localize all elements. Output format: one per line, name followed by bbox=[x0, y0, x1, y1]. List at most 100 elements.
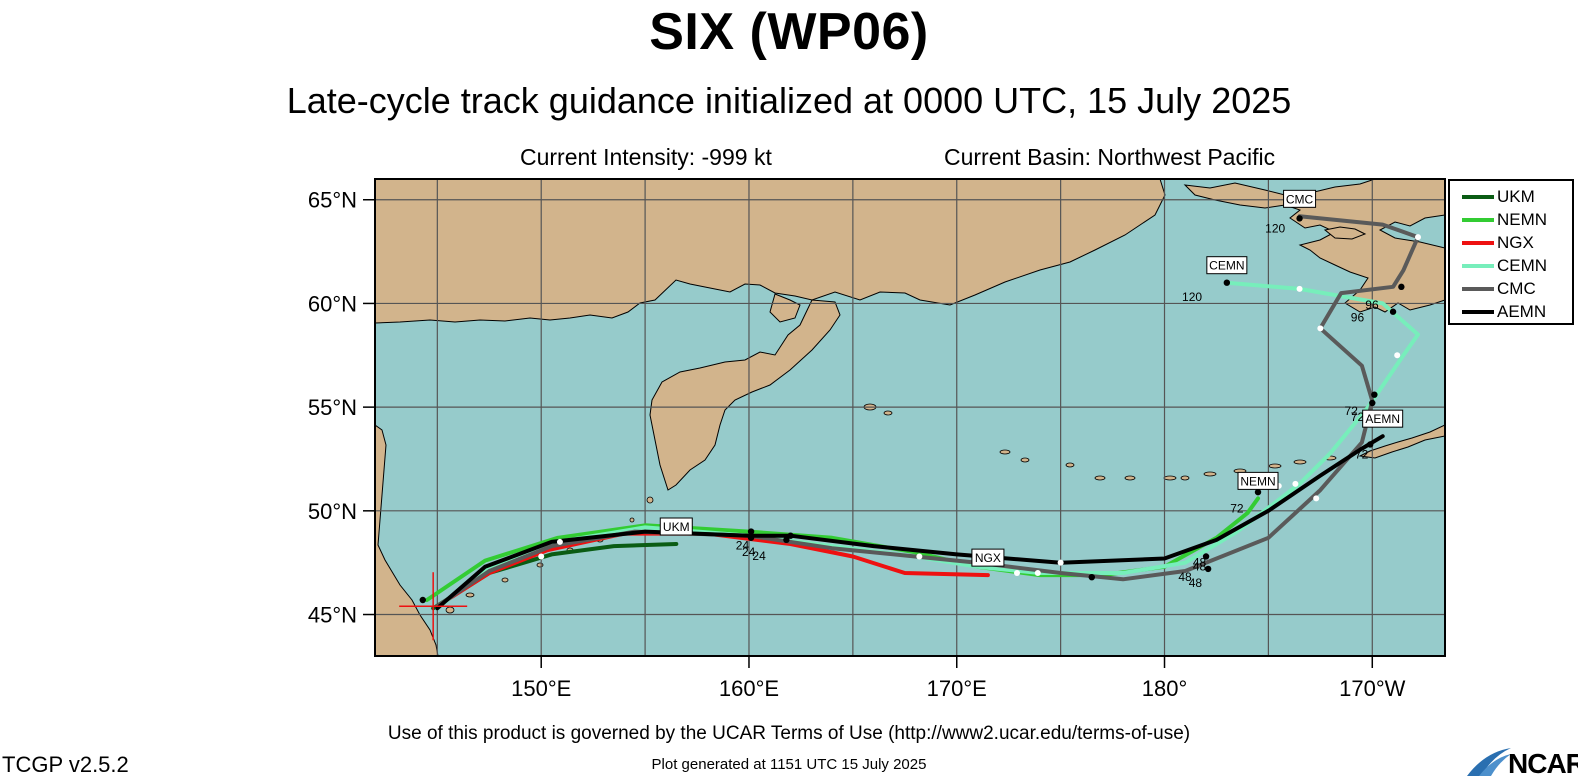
tau-point bbox=[1296, 215, 1303, 222]
intermediate-point bbox=[1014, 570, 1020, 577]
lat-tick-label: 55°N bbox=[308, 395, 357, 420]
end-label-ukm: UKM bbox=[659, 517, 693, 536]
tau-point bbox=[1398, 283, 1405, 291]
land-alaska bbox=[1183, 179, 1445, 313]
end-label-text: NEMN bbox=[1240, 474, 1275, 488]
end-label-text: AEMN bbox=[1365, 412, 1400, 426]
intermediate-point bbox=[916, 553, 923, 560]
legend-label-ukm: UKM bbox=[1497, 186, 1535, 206]
tau-point bbox=[1369, 399, 1376, 407]
legend-label-ngx: NGX bbox=[1497, 232, 1534, 252]
end-label-text: NGX bbox=[975, 551, 1001, 565]
tau-point bbox=[1204, 565, 1212, 573]
intermediate-point bbox=[1317, 325, 1324, 332]
tau-label: 48 bbox=[1178, 570, 1192, 584]
end-label-box bbox=[1206, 256, 1248, 275]
lon-tick-label: 180° bbox=[1142, 676, 1188, 701]
tau-label: 48 bbox=[1189, 576, 1203, 590]
end-label-text: CEMN bbox=[1209, 259, 1244, 273]
legend-item: AEMN bbox=[1462, 300, 1572, 323]
intermediate-point bbox=[1057, 559, 1064, 566]
track-layer: 24 48 72 24 48 72 96 120 48 72 96 120 24 48 72 UKM NEMN N… bbox=[399, 189, 1421, 641]
end-label-cmc: CMC bbox=[1283, 189, 1317, 208]
legend-item: CEMN bbox=[1462, 254, 1572, 277]
lat-tick-label: 50°N bbox=[308, 499, 357, 524]
legend-swatch-ukm bbox=[1462, 194, 1494, 199]
lat-tick-label: 65°N bbox=[308, 188, 357, 213]
legend-label-cemn: CEMN bbox=[1497, 255, 1548, 275]
tau-label: 120 bbox=[1182, 290, 1202, 304]
legend-swatch-cmc bbox=[1462, 286, 1494, 291]
tau-point bbox=[1202, 553, 1210, 560]
lat-tick-label: 60°N bbox=[308, 291, 357, 316]
tau-label: 24 bbox=[736, 539, 750, 553]
land-siberia bbox=[375, 179, 1166, 324]
tau-label: 120 bbox=[1265, 221, 1285, 235]
intermediate-point bbox=[538, 553, 545, 560]
tau-point bbox=[1088, 573, 1095, 581]
end-label-box bbox=[659, 517, 693, 536]
lon-tick-label: 150°E bbox=[511, 676, 571, 701]
end-label-box bbox=[1237, 471, 1279, 490]
intermediate-point bbox=[1414, 234, 1421, 241]
tau-label: 24 bbox=[752, 549, 766, 563]
intermediate-point bbox=[1394, 352, 1401, 359]
map-frame bbox=[374, 178, 1446, 657]
legend-swatch-ngx bbox=[1462, 240, 1494, 245]
legend-item: CMC bbox=[1462, 277, 1572, 300]
end-label-text: UKM bbox=[663, 520, 690, 534]
version-label: TCGP v2.5.2 bbox=[2, 752, 129, 777]
tau-point bbox=[1223, 279, 1231, 286]
tau-label: 24 bbox=[742, 545, 756, 559]
legend-label-nemn: NEMN bbox=[1497, 209, 1548, 229]
intermediate-point bbox=[1292, 480, 1299, 487]
current-basin: Current Basin: Northwest Pacific bbox=[944, 144, 1276, 170]
ncar-logo-text: NCAR bbox=[1508, 748, 1578, 779]
tau-label: 48 bbox=[1193, 559, 1207, 573]
tau-label: 72 bbox=[1355, 447, 1369, 461]
intermediate-point bbox=[556, 538, 563, 545]
page-subtitle: Late-cycle track guidance initialized at… bbox=[286, 80, 1292, 121]
lat-tick-label: 45°N bbox=[308, 603, 357, 628]
end-label-box bbox=[1362, 409, 1404, 428]
tau-point bbox=[1367, 441, 1374, 448]
land-layer bbox=[375, 179, 1445, 656]
end-label-box bbox=[971, 548, 1005, 567]
legend-item: NGX bbox=[1462, 231, 1572, 254]
end-label-ngx: NGX bbox=[971, 548, 1005, 567]
track-aemn bbox=[435, 434, 1385, 611]
tau-label: 96 bbox=[1351, 311, 1365, 325]
intermediate-point bbox=[1034, 570, 1041, 577]
land-kamchatka bbox=[649, 299, 841, 491]
tau-point bbox=[1254, 488, 1262, 496]
tau-label: 72 bbox=[1345, 404, 1359, 418]
tau-point bbox=[747, 534, 755, 541]
land-alaska-peninsula bbox=[1358, 424, 1445, 459]
tau-label: 96 bbox=[1365, 298, 1379, 312]
legend-swatch-cemn bbox=[1462, 263, 1494, 268]
legend-swatch-aemn bbox=[1462, 309, 1494, 314]
legend-label-cmc: CMC bbox=[1497, 278, 1536, 298]
legend-item: NEMN bbox=[1462, 208, 1572, 231]
end-label-box bbox=[1283, 189, 1317, 208]
tau-point bbox=[419, 596, 426, 604]
intermediate-point bbox=[1313, 495, 1320, 502]
plot-generated: Plot generated at 1151 UTC 15 July 2025 bbox=[651, 756, 927, 773]
legend-label-aemn: AEMN bbox=[1497, 301, 1547, 321]
land-sakhalin bbox=[769, 293, 801, 323]
lon-tick-label: 160°E bbox=[719, 676, 779, 701]
terms-of-use: Use of this product is governed by the U… bbox=[387, 723, 1191, 744]
tau-label: 72 bbox=[1351, 410, 1365, 424]
ncar-logo-icon bbox=[1467, 748, 1511, 776]
tau-point bbox=[1371, 391, 1378, 398]
end-label-aemn: AEMN bbox=[1362, 409, 1404, 428]
end-label-cemn: CEMN bbox=[1206, 256, 1248, 275]
tau-label: 72 bbox=[1230, 501, 1244, 515]
legend-swatch-nemn bbox=[1462, 217, 1494, 222]
land-st-lawrence bbox=[1323, 226, 1367, 240]
tau-point bbox=[783, 536, 790, 544]
lon-tick-label: 170°W bbox=[1339, 676, 1406, 701]
legend-item: UKM bbox=[1462, 185, 1572, 208]
lon-tick-label: 170°E bbox=[927, 676, 987, 701]
